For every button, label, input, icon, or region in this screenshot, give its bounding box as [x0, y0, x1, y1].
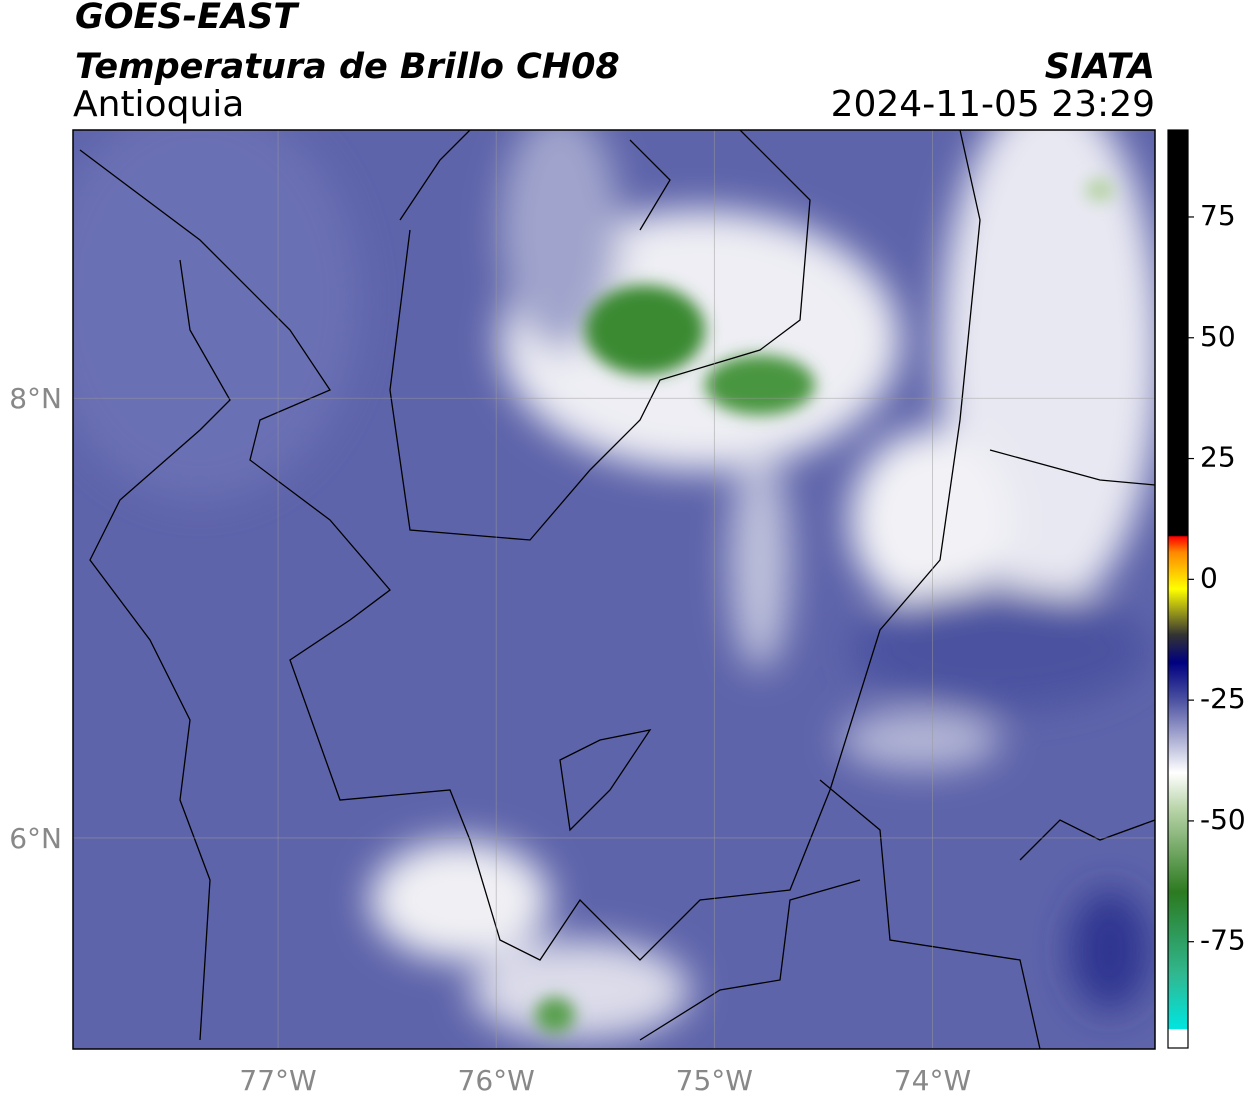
title: GOES-EAST: [75, 0, 300, 37]
grid: [73, 130, 1155, 1049]
borders: [79, 130, 1155, 1049]
cloud: [850, 590, 1150, 710]
x-tick-label: 76°W: [458, 1064, 535, 1097]
y-tick-label: 6°N: [9, 822, 62, 855]
region: Antioquia: [73, 84, 244, 125]
cloud: [730, 450, 790, 670]
colorbar-tick-label: 75: [1200, 199, 1236, 232]
cloud: [850, 430, 1010, 610]
border: [819, 779, 1041, 1049]
map-frame: [72, 129, 1156, 1050]
coast: [89, 259, 231, 1041]
timestamp: 2024-11-05 23:29: [831, 84, 1155, 125]
cold-top: [1085, 178, 1115, 202]
border: [79, 130, 981, 961]
cloud: [370, 840, 550, 960]
source: SIATA: [1045, 47, 1155, 87]
colorbar-tick-label: -75: [1200, 924, 1246, 957]
cloud: [840, 710, 1000, 770]
border: [989, 449, 1155, 486]
border: [1019, 819, 1155, 861]
cold-tops: [535, 178, 1115, 1033]
x-tick-label: 74°W: [894, 1064, 971, 1097]
colorbar-tick-label: -25: [1200, 682, 1246, 715]
cold-top: [535, 997, 575, 1033]
border: [639, 879, 861, 1041]
cloud: [73, 130, 360, 500]
colorbar-tick-label: 25: [1200, 441, 1236, 474]
border: [399, 130, 471, 221]
colorbar-tick-label: 50: [1200, 320, 1236, 353]
border: [559, 729, 652, 832]
border: [389, 130, 811, 541]
cloud: [1070, 890, 1150, 1010]
x-tick-label: 77°W: [239, 1064, 316, 1097]
colorbar-tick-label: -50: [1200, 803, 1246, 836]
cloud: [500, 130, 620, 350]
subtitle: Temperatura de Brillo CH08: [75, 47, 620, 87]
cold-top: [585, 285, 705, 375]
map-image: [73, 130, 1155, 1049]
x-tick-label: 75°W: [676, 1064, 753, 1097]
colorbar-tick-label: 0: [1200, 561, 1218, 594]
colorbar: [1167, 129, 1189, 1049]
cold-top: [705, 355, 815, 415]
ticks: 77°W 76°W 75°W 74°W 8°N 6°N 75 50 25 0 -25 -50 -75: [9, 199, 1246, 1097]
border: [629, 139, 671, 231]
y-tick-label: 8°N: [9, 382, 62, 415]
cloud: [470, 940, 690, 1040]
